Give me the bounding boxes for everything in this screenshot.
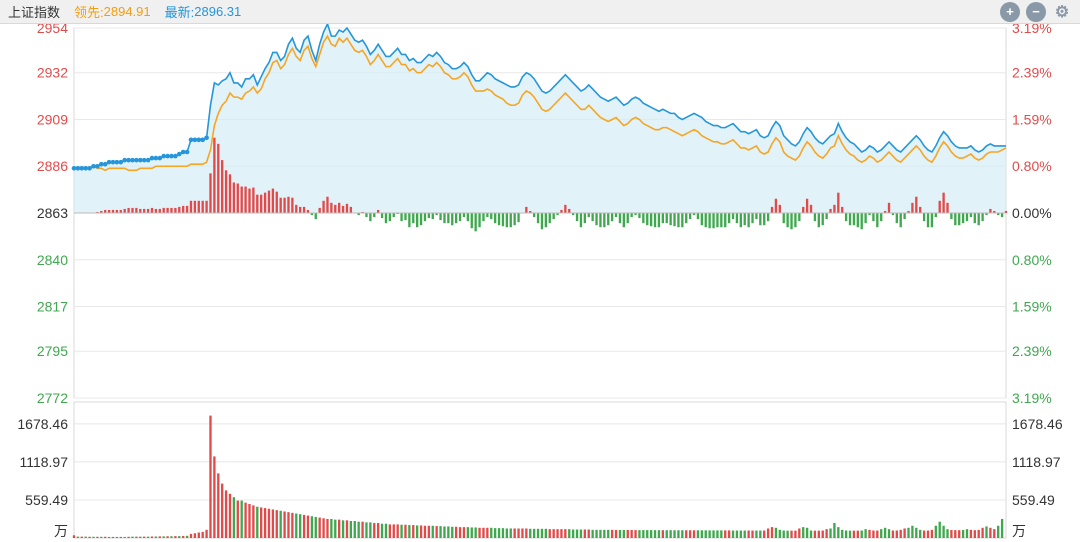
svg-text:559.49: 559.49 — [25, 492, 68, 508]
svg-text:2817: 2817 — [37, 299, 68, 315]
settings-gear-icon[interactable]: ⚙ — [1052, 2, 1072, 22]
svg-text:3.19%: 3.19% — [1012, 390, 1052, 406]
svg-text:2.39%: 2.39% — [1012, 65, 1052, 81]
svg-text:1.59%: 1.59% — [1012, 299, 1052, 315]
zoom-in-icon[interactable]: + — [1000, 2, 1020, 22]
chart-svg: 2772 3.19% 2795 2.39% 2817 1.59% 2840 0.80% 2863… — [0, 24, 1080, 542]
svg-text:1678.46: 1678.46 — [1012, 416, 1063, 432]
svg-text:0.00%: 0.00% — [1012, 205, 1052, 221]
svg-text:万: 万 — [1012, 523, 1026, 539]
svg-text:2772: 2772 — [37, 390, 68, 406]
latest-value: 2896.31 — [194, 4, 241, 19]
index-title: 上证指数 — [8, 2, 60, 21]
latest-label: 最新: — [165, 2, 195, 21]
svg-text:2840: 2840 — [37, 252, 68, 268]
svg-text:1118.97: 1118.97 — [19, 454, 68, 470]
svg-text:2909: 2909 — [37, 111, 68, 127]
svg-text:1118.97: 1118.97 — [1012, 454, 1061, 470]
lead-label: 领先: — [74, 2, 104, 21]
chart-area: 2772 3.19% 2795 2.39% 2817 1.59% 2840 0.80% 2863… — [0, 24, 1080, 542]
svg-text:0.80%: 0.80% — [1012, 158, 1052, 174]
chart-header: 上证指数 领先: 2894.91 最新: 2896.31 + − ⚙ — [0, 0, 1080, 24]
svg-text:1678.46: 1678.46 — [17, 416, 68, 432]
svg-text:2.39%: 2.39% — [1012, 343, 1052, 359]
svg-text:2795: 2795 — [37, 343, 68, 359]
svg-text:2954: 2954 — [37, 24, 68, 36]
lead-value: 2894.91 — [104, 4, 151, 19]
svg-text:2863: 2863 — [37, 205, 68, 221]
svg-text:2886: 2886 — [37, 158, 68, 174]
svg-text:559.49: 559.49 — [1012, 492, 1055, 508]
svg-text:1.59%: 1.59% — [1012, 111, 1052, 127]
svg-text:3.19%: 3.19% — [1012, 24, 1052, 36]
svg-text:2932: 2932 — [37, 65, 68, 81]
svg-text:0.80%: 0.80% — [1012, 252, 1052, 268]
svg-text:万: 万 — [54, 523, 68, 539]
zoom-out-icon[interactable]: − — [1026, 2, 1046, 22]
